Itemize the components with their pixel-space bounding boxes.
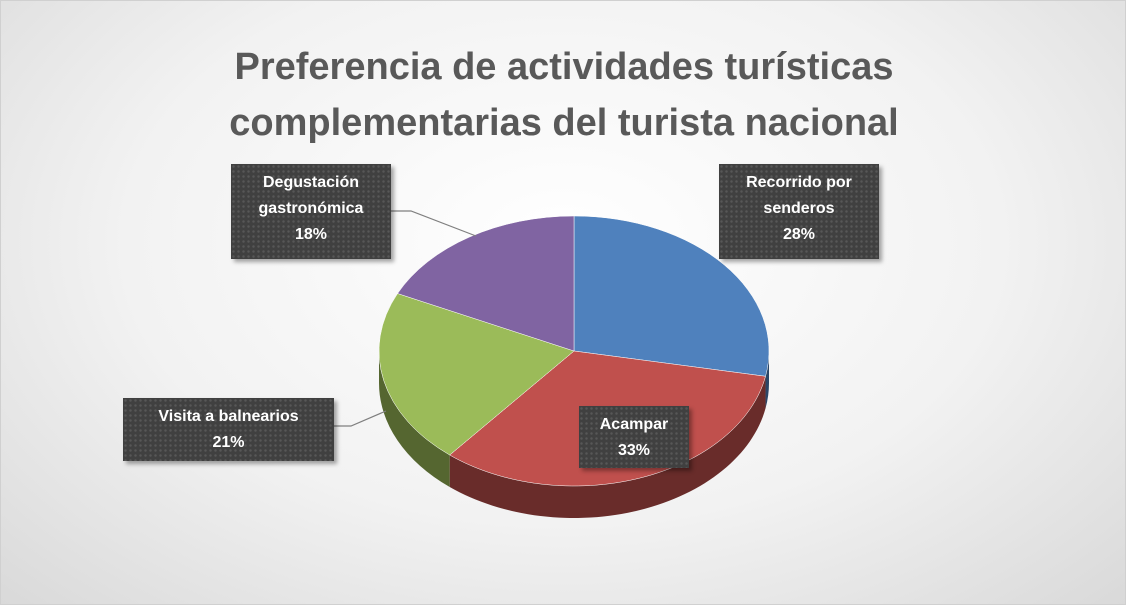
label-name: Recorrido por senderos <box>746 174 852 217</box>
chart-title: Preferencia de actividades turísticas co… <box>229 46 899 144</box>
label-name: Degustación gastronómica <box>258 174 364 217</box>
label-value: 28% <box>782 226 816 243</box>
label-value: 21% <box>212 434 245 451</box>
leader-line <box>391 210 477 237</box>
slice-side <box>379 351 450 488</box>
label-value: 33% <box>617 442 651 459</box>
label-name: Visita a balnearios <box>158 408 299 425</box>
label-value: 18% <box>294 226 328 243</box>
label-name: Acampar <box>599 416 669 433</box>
data-label: Recorrido por senderos 28% <box>719 164 879 259</box>
data-label: Acampar 33% <box>579 406 689 468</box>
data-label: Visita a balnearios 21% <box>123 398 334 461</box>
slice <box>378 293 575 456</box>
slice <box>397 215 575 352</box>
slice-side <box>449 376 766 518</box>
data-label: Degustación gastronómica 18% <box>231 164 391 259</box>
slice <box>573 215 770 377</box>
leader-line <box>334 410 387 427</box>
